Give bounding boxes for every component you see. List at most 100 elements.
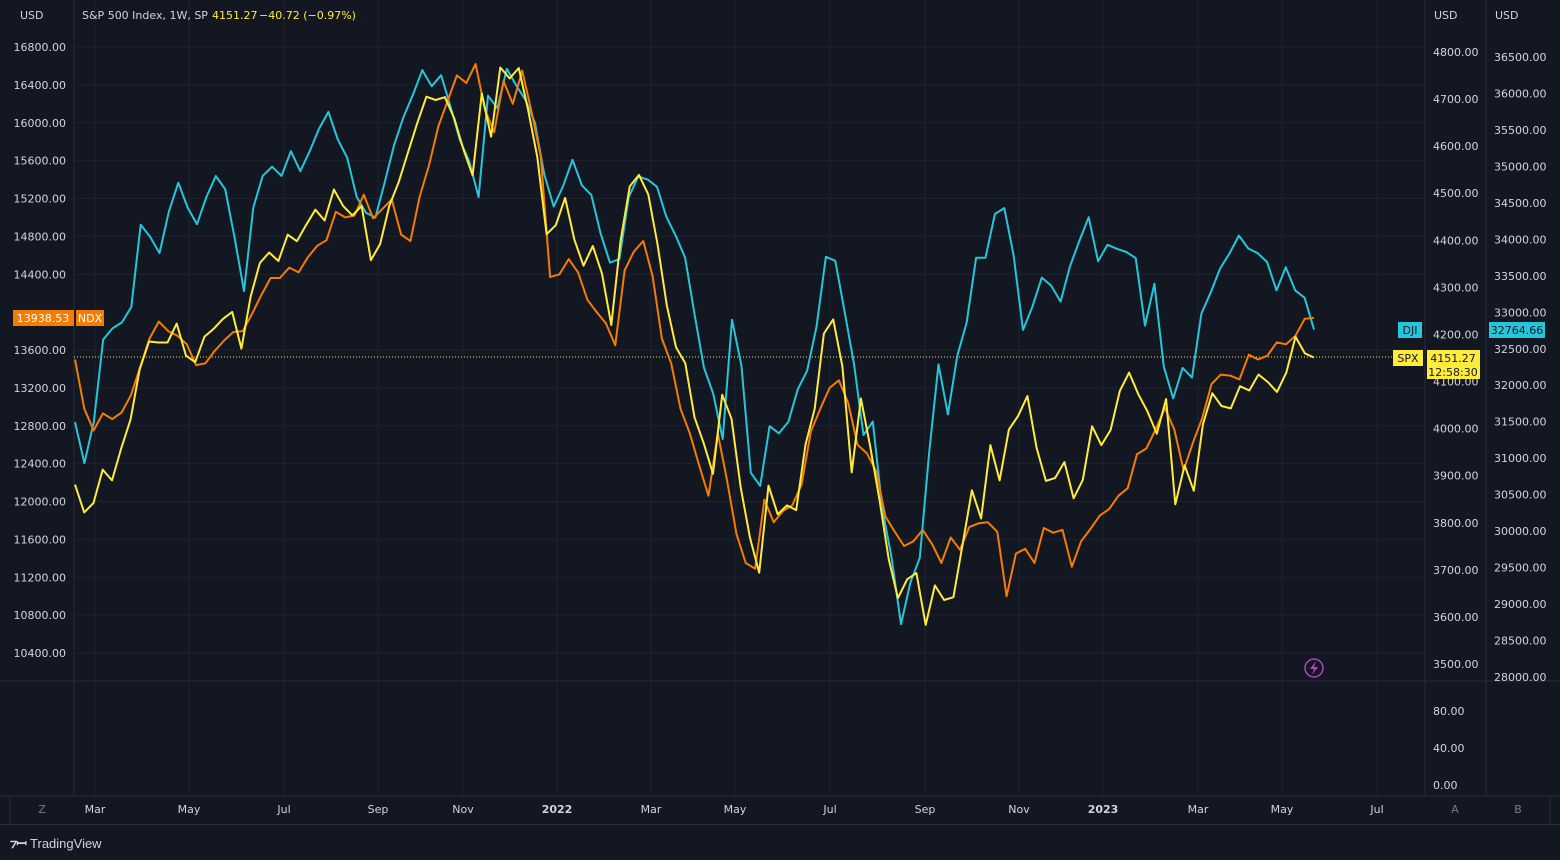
dji-tick-label: 33500.00 [1494,270,1547,283]
dji-tick-label: 35500.00 [1494,124,1547,137]
left-tick-label: 15600.00 [14,155,67,168]
zoom-corner-button[interactable]: Z [38,803,46,816]
dji-tick-label: 33000.00 [1494,306,1547,319]
dji-tick-label: 30500.00 [1494,489,1547,502]
dji-name-text: DJI [1403,324,1418,337]
spx-tick-label: 3500.00 [1433,658,1479,671]
dji-tick-label: 28500.00 [1494,635,1547,648]
time-tick-label: Mar [641,803,662,816]
dji-name-tag [1398,322,1422,338]
ndx-price-tag [13,310,74,326]
dji-tick-label: 34500.00 [1494,197,1547,210]
time-axis[interactable]: Mar May Jul Sep Nov 2022 Mar May Jul Sep Nov 2023 Ma… [85,803,1384,816]
time-tick-label: May [178,803,201,816]
chart-area[interactable]: USD USD USD S&P 500 Index, 1W, SP 4151.2… [0,0,1560,824]
lower-tick-label: 40.00 [1433,742,1465,755]
dji-tick-label: 31500.00 [1494,416,1547,429]
tradingview-logo-icon: ⁊ꟷ [10,836,27,851]
auto-scale-button[interactable]: A [1451,803,1459,816]
ndx-name-text: NDX [78,312,103,325]
dji-price-axis[interactable]: 36500.00 36000.00 35500.00 35000.00 34500.00… [1494,51,1547,684]
spx-tick-label: 4600.00 [1433,140,1479,153]
spx-tick-label: 4200.00 [1433,328,1479,341]
header-change: −40.72 (−0.97%) [259,9,356,22]
left-tick-label: 12400.00 [14,458,67,471]
dji-tick-label: 29500.00 [1494,562,1547,575]
ndx-name-tag [76,310,104,326]
spx-name-text: SPX [1397,352,1419,365]
footer-bar: ⁊ꟷ TradingView [0,824,1560,860]
time-tick-label: May [1271,803,1294,816]
chart-background [0,0,1560,824]
left-tick-label: 16000.00 [14,117,67,130]
ndx-price-text: 13938.53 [17,312,70,325]
spx-tick-label: 4500.00 [1433,187,1479,200]
left-tick-label: 10800.00 [14,609,67,622]
spx-tick-label: 3600.00 [1433,611,1479,624]
left-tick-label: 15200.00 [14,193,67,206]
dji-tick-label: 29000.00 [1494,598,1547,611]
spx-tick-label: 3700.00 [1433,564,1479,577]
left-tick-label: 11600.00 [14,533,67,546]
grid [74,0,1425,796]
time-tick-label: Sep [915,803,936,816]
left-tick-label: 14800.00 [14,230,67,243]
spx-tick-label: 4700.00 [1433,93,1479,106]
spx-tick-label: 4400.00 [1433,234,1479,247]
left-tick-label: 16400.00 [14,79,67,92]
left-tick-label: 13200.00 [14,382,67,395]
dji-tick-label: 32000.00 [1494,379,1547,392]
series-line-dji [74,67,1315,626]
dji-tick-label: 28000.00 [1494,671,1547,684]
spx-name-tag [1393,350,1423,366]
dji-tick-label: 32500.00 [1494,343,1547,356]
left-tick-label: 14400.00 [14,268,67,281]
chart-header: S&P 500 Index, 1W, SP 4151.27 −40.72 (−0… [82,9,356,22]
time-tick-label: Jul [1369,803,1383,816]
left-tick-label: 10400.00 [14,647,67,660]
dji-tick-label: 36000.00 [1494,87,1547,100]
dji-tick-label: 35000.00 [1494,160,1547,173]
spx-tick-label: 4300.00 [1433,281,1479,294]
left-tick-label: 12000.00 [14,496,67,509]
spx-tick-label: 3800.00 [1433,517,1479,530]
spx-price-label: SPX 4151.27 12:58:30 [1393,350,1480,379]
lower-tick-label: 80.00 [1433,705,1465,718]
dji-tick-label: 34000.00 [1494,233,1547,246]
left-price-axis[interactable]: 16800.00 16400.00 16000.00 15600.00 15200.00… [14,41,67,660]
chart-title: S&P 500 Index, 1W, SP [82,9,208,22]
time-tick-label: Mar [1188,803,1209,816]
tradingview-brand-text: TradingView [30,835,102,851]
time-tick-label: Nov [1008,803,1030,816]
left-tick-label: 11200.00 [14,571,67,584]
spx-unit-label: USD [1434,9,1458,22]
series-line-spx [74,66,1315,626]
spx-tick-label: 4800.00 [1433,46,1479,59]
dji-tick-label: 30000.00 [1494,525,1547,538]
axes-frame [0,0,1560,824]
header-last-price: 4151.27 [212,9,258,22]
time-tick-label: 2023 [1088,803,1119,816]
time-tick-label: Sep [368,803,389,816]
scale-b-button[interactable]: B [1514,803,1522,816]
spx-tick-label: 4000.00 [1433,423,1479,436]
time-tick-label: May [724,803,747,816]
ndx-price-label: 13938.53 NDX [13,310,104,326]
tradingview-logo[interactable]: ⁊ꟷ TradingView [10,834,102,852]
spx-tick-label: 3900.00 [1433,470,1479,483]
time-tick-label: Nov [452,803,474,816]
lightning-icon[interactable] [1304,658,1324,678]
spx-countdown-text: 12:58:30 [1428,366,1477,379]
dji-unit-label: USD [1495,9,1519,22]
dji-price-text: 32764.66 [1491,324,1544,337]
time-tick-label: Mar [85,803,106,816]
dji-tick-label: 31000.00 [1494,452,1547,465]
left-tick-label: 13600.00 [14,344,67,357]
dji-price-tag [1489,322,1545,338]
spx-price-text: 4151.27 [1430,352,1476,365]
lower-pane-axis: 80.00 40.00 0.00 [1433,705,1465,792]
series-lines [74,63,1315,626]
dji-tick-label: 36500.00 [1494,51,1547,64]
lower-tick-label: 0.00 [1433,779,1458,792]
time-tick-label: Jul [276,803,290,816]
